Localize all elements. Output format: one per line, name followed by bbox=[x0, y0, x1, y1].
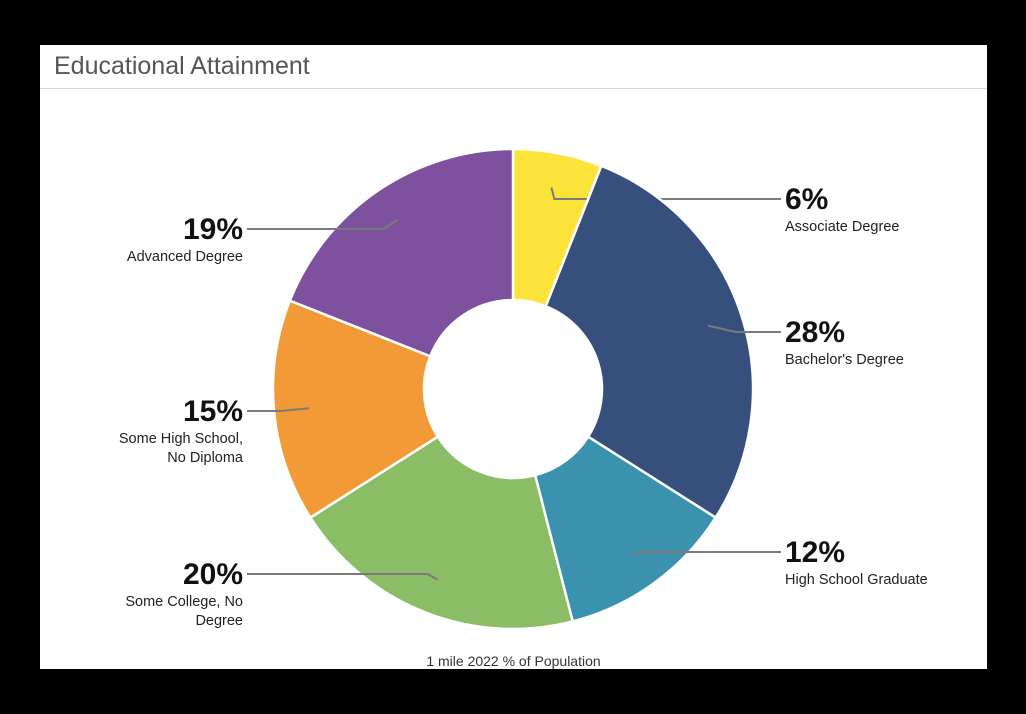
slice-bachelor-s-degree[interactable] bbox=[544, 164, 755, 520]
leader-line-some-college-no-degree bbox=[247, 573, 439, 581]
category-label-some-college-no-degree: Some College, No bbox=[125, 594, 243, 610]
category-label-advanced-degree: Advanced Degree bbox=[127, 249, 243, 265]
data-label-high-school-graduate: 12% bbox=[785, 536, 845, 569]
data-label-associate-degree: 6% bbox=[785, 183, 828, 216]
slice-advanced-degree[interactable] bbox=[288, 147, 515, 358]
category-label-associate-degree: Associate Degree bbox=[785, 219, 899, 235]
chart-panel: Educational Attainment 6% Associate Degre… bbox=[40, 45, 987, 669]
category-label-some-college-no-degree: Degree bbox=[195, 613, 243, 629]
donut-chart: 6% Associate Degree 28% Bachelor's Degree 12… bbox=[119, 147, 928, 631]
category-label-some-high-school-no-diploma: No Diploma bbox=[167, 450, 244, 466]
leader-line-bachelor-s-degree bbox=[707, 324, 781, 333]
category-label-bachelor-s-degree: Bachelor's Degree bbox=[785, 352, 904, 368]
slice-high-school-graduate[interactable] bbox=[533, 434, 718, 623]
data-label-some-high-school-no-diploma: 15% bbox=[183, 395, 243, 428]
data-label-bachelor-s-degree: 28% bbox=[785, 316, 845, 349]
data-label-advanced-degree: 19% bbox=[183, 213, 243, 246]
panel-title: Educational Attainment bbox=[54, 52, 310, 80]
leader-line-associate-degree bbox=[550, 187, 781, 200]
leader-line-some-high-school-no-diploma bbox=[247, 407, 310, 412]
leader-line-high-school-graduate bbox=[633, 551, 781, 556]
category-label-high-school-graduate: High School Graduate bbox=[785, 572, 928, 588]
leader-line-advanced-degree bbox=[247, 218, 399, 230]
slice-some-high-school-no-diploma[interactable] bbox=[271, 299, 440, 520]
slice-some-college-no-degree[interactable] bbox=[308, 434, 575, 631]
category-label-some-high-school-no-diploma: Some High School, bbox=[119, 431, 243, 447]
data-label-some-college-no-degree: 20% bbox=[183, 558, 243, 591]
panel-header: Educational Attainment bbox=[40, 45, 987, 89]
chart-subtitle: 1 mile 2022 % of Population bbox=[426, 653, 601, 669]
